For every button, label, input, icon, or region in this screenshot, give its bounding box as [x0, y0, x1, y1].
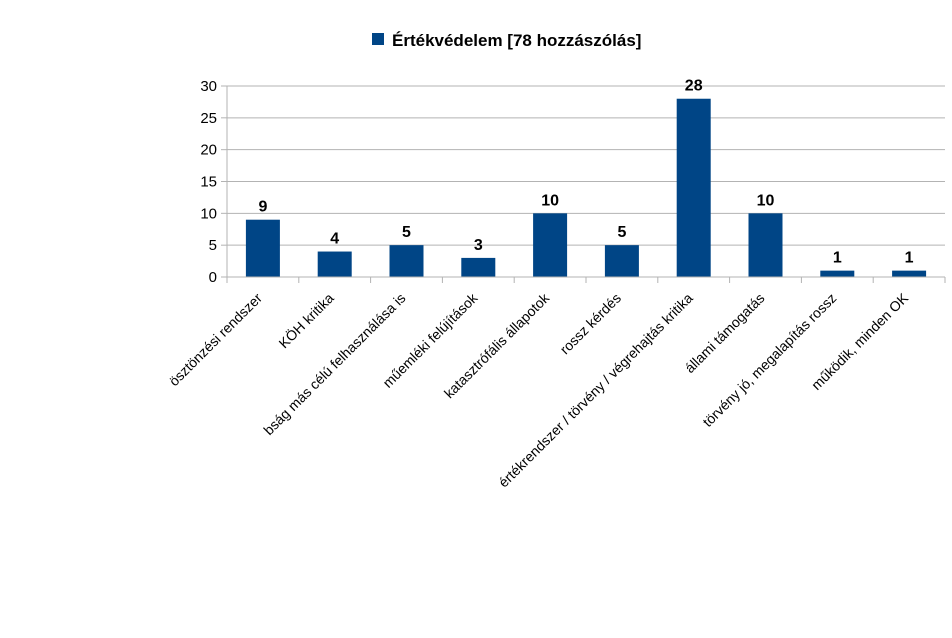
- y-tick-label: 5: [209, 237, 217, 254]
- category-label: ösztönzési rendszer: [166, 290, 266, 390]
- y-tick-label: 20: [200, 142, 217, 159]
- axes: [226, 86, 946, 283]
- bar: [461, 257, 496, 277]
- category-label: bság más célú felhasználása is: [260, 290, 408, 438]
- data-label: 10: [541, 192, 559, 209]
- data-label: 5: [402, 224, 411, 241]
- y-axis-ticks: 0 5 10 15 20 25 30: [200, 78, 227, 286]
- y-tick-label: 30: [200, 78, 217, 95]
- data-label: 9: [258, 199, 267, 216]
- y-tick-label: 0: [209, 269, 217, 286]
- data-label: 1: [833, 250, 842, 267]
- bar: [820, 270, 855, 277]
- bar: [892, 270, 927, 277]
- data-label: 10: [757, 192, 775, 209]
- data-labels: 9 4 5 3 10 5 28 10 1 1: [258, 78, 913, 267]
- bar: [317, 251, 352, 277]
- data-label: 28: [685, 78, 703, 95]
- bar: [676, 98, 711, 277]
- bar: [604, 245, 639, 277]
- category-label: rossz kérdés: [557, 290, 624, 357]
- data-label: 1: [905, 250, 914, 267]
- bars: [245, 98, 927, 277]
- y-tick-label: 15: [200, 174, 217, 191]
- legend-swatch: [372, 33, 384, 45]
- bar: [245, 219, 280, 277]
- bar: [533, 213, 568, 277]
- legend-label: Értékvédelem [78 hozzászólás]: [392, 31, 641, 50]
- data-label: 4: [330, 231, 339, 248]
- y-tick-label: 10: [200, 205, 217, 222]
- category-label: KÖH kritika: [275, 289, 337, 351]
- bar: [748, 213, 783, 277]
- data-label: 3: [474, 237, 483, 254]
- legend: Értékvédelem [78 hozzászólás]: [372, 31, 641, 50]
- y-tick-label: 25: [200, 110, 217, 127]
- bar: [389, 245, 424, 277]
- gridlines: [227, 85, 945, 278]
- category-label: törvény jó, megalapítás rossz: [699, 290, 839, 430]
- data-label: 5: [617, 224, 626, 241]
